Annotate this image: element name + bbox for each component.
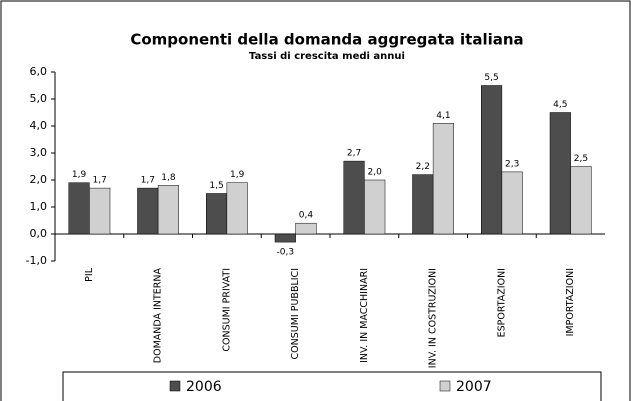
value-label: 1,8 [161, 173, 176, 183]
bar [295, 222, 317, 235]
legend-swatch [439, 380, 451, 392]
bar [412, 174, 434, 235]
value-label: 1,5 [209, 181, 223, 191]
y-tick-label: 6,0 [30, 65, 48, 78]
y-tick-label: 1,0 [30, 200, 48, 213]
bar [549, 112, 571, 235]
value-label: 2,3 [505, 159, 519, 169]
bar [206, 193, 228, 235]
value-label: -0,3 [277, 248, 295, 258]
bar [157, 185, 179, 235]
value-label: 0,4 [299, 211, 314, 221]
y-tick-label: -1,0 [26, 254, 47, 267]
value-label: 5,5 [484, 73, 498, 83]
x-tick-label: ESPORTAZIONI [496, 268, 507, 337]
value-label: 2,7 [347, 149, 361, 159]
y-tick-label: 3,0 [30, 146, 48, 159]
legend-swatch [169, 380, 181, 392]
chart-title: Componenti della domanda aggregata itali… [130, 31, 523, 49]
value-label: 2,5 [574, 154, 588, 164]
y-tick-label: 4,0 [30, 119, 48, 132]
bar [274, 233, 296, 243]
chart-subtitle: Tassi di crescita medi annui [249, 51, 405, 62]
value-label: 1,9 [72, 170, 87, 180]
bar [68, 182, 90, 235]
bar [137, 187, 159, 235]
x-tick-label: PIL [84, 267, 95, 282]
x-tick-label: INV. IN MACCHINARI [359, 268, 370, 363]
x-tick-label: INV. IN COSTRUZIONI [428, 268, 439, 368]
bar [570, 166, 592, 235]
y-tick-label: 2,0 [30, 173, 48, 186]
x-tick-label: CONSUMI PRIVATI [221, 268, 232, 352]
bar [501, 171, 523, 235]
bar [226, 182, 248, 235]
value-label: 4,5 [553, 100, 567, 110]
x-tick-label: IMPORTAZIONI [565, 268, 576, 336]
bar [343, 160, 365, 235]
value-label: 1,7 [93, 176, 107, 186]
value-label: 2,0 [368, 168, 383, 178]
bar [481, 85, 503, 235]
legend-box [62, 371, 602, 401]
value-label: 1,7 [141, 176, 155, 186]
value-label: 1,9 [230, 170, 245, 180]
legend-label: 2006 [186, 379, 222, 395]
legend-label: 2007 [456, 379, 492, 395]
bar [364, 179, 386, 235]
bar [432, 123, 454, 235]
value-label: 4,1 [436, 111, 450, 121]
y-tick-label: 0,0 [30, 227, 48, 240]
x-tick-label: CONSUMI PUBBLICI [290, 268, 301, 359]
bar [89, 187, 111, 235]
y-tick-label: 5,0 [30, 92, 48, 105]
x-tick-label: DOMANDA INTERNA [153, 268, 164, 364]
value-label: 2,2 [416, 162, 430, 172]
